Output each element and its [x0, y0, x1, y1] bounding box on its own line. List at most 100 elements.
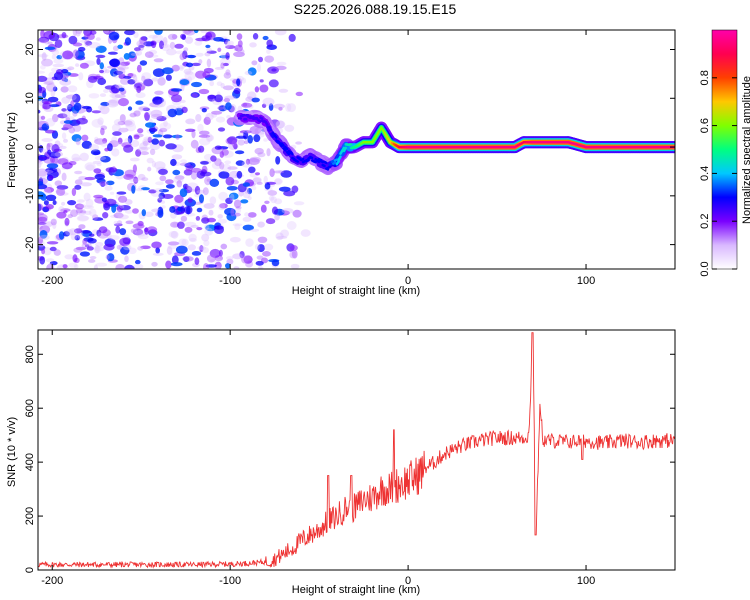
spectrogram-noise-blob	[38, 160, 42, 169]
spectrogram-noise-blob	[264, 55, 275, 63]
spectrogram-noise-blob	[79, 251, 90, 257]
spectrogram-noise-blob	[134, 230, 147, 237]
spectrogram-noise-blob	[293, 201, 305, 206]
spectrogram-noise-blob	[120, 246, 130, 255]
snr-panel: -200 -100 0 100 0 200 400 600 800 Height of str…	[6, 329, 676, 596]
spectrogram-noise-blob	[98, 226, 108, 234]
spectrogram-noise-blob	[65, 229, 74, 236]
spectrogram-noise-blob	[190, 167, 202, 173]
spectrogram-ridge-segment	[278, 142, 284, 148]
spectrogram-noise-blob	[199, 171, 212, 177]
spectrogram-noise-blob	[251, 185, 257, 191]
spectrogram-noise-blob	[84, 38, 90, 47]
spectrogram-noise-blob	[58, 231, 65, 240]
spectrogram-noise-blob	[204, 224, 210, 231]
spectrogram-noise-blob	[229, 236, 241, 243]
spectrogram-noise-blob	[178, 238, 187, 246]
spectrogram-noise-blob	[68, 262, 78, 268]
spectrogram-noise-blob	[73, 228, 83, 234]
spectrogram-noise-blob	[94, 173, 106, 180]
spectrogram-noise-blob	[240, 199, 249, 204]
spectrogram-ridge-segment	[273, 134, 278, 139]
spectrogram-noise-blob	[125, 220, 134, 225]
spectrogram-noise-blob	[236, 170, 243, 179]
spectrogram-noise-blob	[38, 221, 47, 225]
spectrogram-x-axis-title: Height of straight line (km)	[292, 285, 420, 297]
spectrogram-noise-blob	[147, 110, 152, 116]
spectrogram-noise-blob	[123, 53, 130, 60]
spectrogram-noise-blob	[196, 227, 203, 231]
spectrogram-noise-blob	[115, 225, 121, 234]
spectrogram-noise-blob	[94, 136, 99, 142]
spectrogram-noise-blob	[217, 218, 227, 224]
spectrogram-ridge-segment	[288, 152, 295, 160]
spectrogram-noise-blob	[171, 255, 179, 265]
spectrogram-noise-blob	[191, 129, 196, 139]
spectrogram-noise-blob	[130, 228, 136, 233]
spectrogram-noise-blob	[87, 238, 97, 244]
snr-x-tick-label: -200	[41, 575, 63, 587]
spectrogram-noise-blob	[219, 203, 228, 209]
spectrogram-noise-blob	[170, 221, 180, 228]
spectrogram-noise-blob	[58, 206, 65, 213]
spectrogram-noise-blob	[154, 161, 166, 170]
spectrogram-noise-blob	[159, 75, 165, 82]
spectrogram-noise-blob	[236, 33, 243, 40]
spectrogram-noise-blob	[198, 145, 205, 153]
spectrogram-noise-blob	[194, 185, 201, 195]
spectrogram-noise-blob	[135, 259, 141, 265]
spectrogram-noise-blob	[38, 181, 44, 186]
spectrogram-noise-blob	[134, 47, 141, 52]
spectrogram-noise-blob	[74, 203, 85, 210]
spectrogram-ridge-segment	[284, 145, 289, 151]
spectrogram-noise-blob	[198, 134, 211, 138]
spectrogram-ridge-segment	[305, 159, 310, 163]
spectrogram-noise-blob	[45, 204, 54, 210]
spectrogram-noise-blob	[214, 94, 223, 103]
spectrogram-noise-blob	[184, 205, 193, 215]
colorbar-ticks: 0.0 0.2 0.4 0.6 0.8	[699, 70, 737, 277]
spectrogram-noise-blob	[210, 258, 222, 263]
spectrogram-noise-blob	[225, 263, 231, 269]
spectrogram-noise-blob	[249, 156, 261, 163]
spectrogram-noise-blob	[184, 30, 196, 36]
spectrogram-noise-blob	[251, 177, 262, 185]
spectrogram-noise-blob	[79, 62, 89, 69]
spectrogram-ridge-segment	[285, 150, 291, 156]
spectrogram-noise-blob	[47, 41, 53, 45]
spectrogram-noise-blob	[103, 89, 109, 93]
spectrogram-noise-blob	[262, 97, 275, 107]
spectrogram-noise-blob	[46, 83, 56, 92]
spectrogram-noise-blob	[219, 162, 225, 170]
spectrogram-noise-blob	[281, 208, 294, 214]
spectrogram-noise-blob	[280, 170, 293, 178]
spectrogram-noise-blob	[103, 30, 110, 34]
spectrogram-noise-blob	[46, 142, 53, 147]
spectrogram-noise-blob	[274, 30, 287, 36]
spectrogram-noise-blob	[106, 253, 115, 262]
spectrogram-noise-blob	[93, 194, 104, 199]
spectrogram-noise-blob	[183, 47, 189, 52]
spectrogram-noise-blob	[169, 206, 176, 213]
spectrogram-noise-blob	[43, 187, 52, 195]
spectrogram-noise-blob	[71, 153, 80, 162]
spectrogram-noise-blob	[250, 228, 260, 232]
spectrogram-noise-blob	[244, 212, 250, 217]
spectrogram-noise-blob	[72, 93, 81, 103]
spectrogram-noise-blob	[158, 168, 168, 175]
spectrogram-noise-blob	[84, 210, 92, 215]
spectrogram-noise-blob	[119, 228, 127, 236]
spectrogram-noise-blob	[135, 92, 146, 99]
spectrogram-ridge-segment	[257, 119, 262, 123]
snr-y-tick-label: 400	[24, 453, 36, 471]
spectrogram-noise-blob	[288, 33, 296, 42]
spectrogram-noise-blob	[67, 214, 73, 219]
spectrogram-ridge-segment	[321, 163, 326, 168]
spectrogram-noise-blob	[113, 220, 119, 226]
spectrogram-noise-blob	[52, 200, 57, 206]
spectrogram-noise-blob	[125, 61, 131, 65]
spectrogram-noise-blob	[291, 249, 298, 259]
spectrogram-noise-blob	[284, 124, 295, 132]
spectrogram-noise-blob	[125, 122, 137, 132]
spectrogram-noise-blob	[97, 231, 109, 239]
